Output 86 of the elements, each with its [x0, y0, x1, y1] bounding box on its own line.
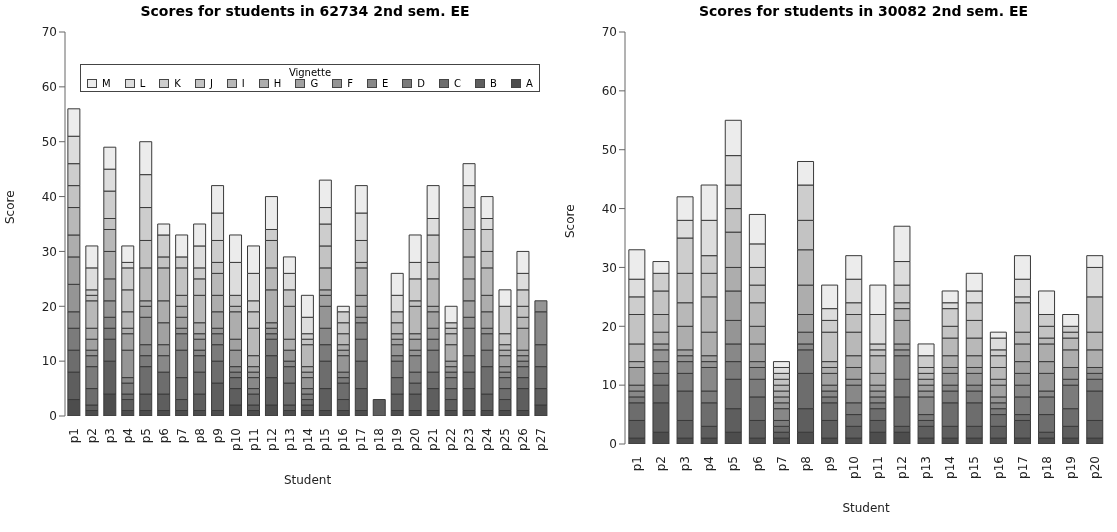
y-tick-label: 70 [601, 25, 617, 40]
legend-label: A [526, 78, 533, 89]
y-tick-label: 50 [601, 142, 617, 157]
y-tick-label: 30 [601, 260, 617, 275]
y-tick-label: 50 [41, 134, 57, 149]
x-tick-label: p17 [1015, 456, 1030, 479]
x-tick-label: p6 [156, 428, 171, 444]
x-tick-label: p22 [444, 428, 459, 451]
x-tick-label: p18 [372, 428, 387, 451]
x-tick-label: p9 [210, 428, 225, 444]
x-tick-label: p10 [228, 428, 243, 451]
x-tick-label: p12 [264, 428, 279, 451]
legend-label: L [139, 78, 146, 89]
y-tick-label: 40 [601, 201, 617, 216]
y-axis-title: Score [3, 190, 18, 224]
x-tick-label: p14 [943, 456, 958, 479]
x-tick-label: p19 [1063, 456, 1078, 479]
legend-label: E [381, 78, 389, 89]
y-tick-label: 30 [41, 244, 57, 259]
x-tick-label: p17 [354, 428, 369, 451]
y-tick-label: 60 [601, 84, 617, 99]
y-tick-label: 20 [41, 299, 57, 314]
x-tick-label: p19 [390, 428, 405, 451]
y-tick-label: 10 [601, 378, 617, 393]
x-tick-label: p7 [174, 428, 189, 444]
x-tick-label: p13 [282, 428, 297, 451]
x-tick-label: p11 [871, 456, 886, 479]
legend-label: C [454, 78, 462, 89]
legend-label: D [417, 78, 426, 89]
legend-label: B [490, 78, 497, 89]
x-tick-label: p20 [408, 428, 423, 451]
x-axis-title: Student [842, 501, 890, 515]
bar [372, 399, 386, 416]
x-tick-label: p3 [678, 456, 693, 472]
x-tick-label: p21 [426, 428, 441, 451]
x-tick-label: p24 [480, 428, 495, 451]
x-tick-label: p1 [66, 428, 81, 444]
x-tick-label: p8 [798, 456, 813, 472]
x-tick-label: p15 [318, 428, 333, 451]
bar [893, 431, 911, 444]
x-tick-label: p25 [498, 428, 513, 451]
legend-label: H [273, 78, 282, 89]
x-tick-label: p16 [336, 428, 351, 451]
x-tick-label: p12 [895, 456, 910, 479]
x-tick-label: p5 [138, 428, 153, 444]
legend-label: I [241, 78, 245, 89]
y-tick-label: 40 [41, 189, 57, 204]
legend-label: M [102, 78, 111, 89]
x-tick-label: p6 [750, 456, 765, 472]
x-tick-label: p8 [192, 428, 207, 444]
y-axis-title: Score [563, 204, 578, 238]
x-tick-label: p3 [102, 428, 117, 444]
y-tick-label: 20 [601, 319, 617, 334]
y-tick-label: 70 [41, 25, 57, 40]
legend-label: K [174, 78, 181, 89]
x-tick-label: p13 [919, 456, 934, 479]
bar [121, 399, 135, 412]
y-tick-label: 60 [41, 80, 57, 95]
x-tick-label: p26 [516, 428, 531, 451]
x-tick-label: p11 [246, 428, 261, 451]
x-tick-label: p9 [822, 456, 837, 472]
x-tick-label: p18 [1039, 456, 1054, 479]
x-tick-label: p2 [654, 456, 669, 472]
legend-label: J [209, 78, 213, 89]
x-tick-label: p14 [300, 428, 315, 451]
x-tick-label: p20 [1087, 456, 1102, 479]
x-tick-label: p27 [534, 428, 549, 451]
x-tick-label: p5 [726, 456, 741, 472]
x-tick-label: p4 [702, 456, 717, 472]
x-tick-label: p4 [120, 428, 135, 444]
x-tick-label: p1 [630, 456, 645, 472]
chart-title: Scores for students in 62734 2nd sem. EE [139, 2, 471, 21]
x-tick-label: p7 [774, 456, 789, 472]
x-tick-label: p15 [967, 456, 982, 479]
legend-title: Vignette [287, 67, 333, 78]
legend-label: F [347, 78, 353, 89]
chart-title: Scores for students in 30082 2nd sem. EE [698, 2, 1029, 21]
x-tick-label: p16 [991, 456, 1006, 479]
x-tick-label: p23 [462, 428, 477, 451]
y-tick-label: 0 [49, 409, 57, 424]
legend-label: G [310, 78, 319, 89]
x-tick-label: p10 [846, 456, 861, 479]
y-tick-label: 0 [609, 437, 617, 452]
x-axis-title: Student [283, 473, 332, 487]
y-tick-label: 10 [41, 354, 57, 369]
x-tick-label: p2 [84, 428, 99, 444]
